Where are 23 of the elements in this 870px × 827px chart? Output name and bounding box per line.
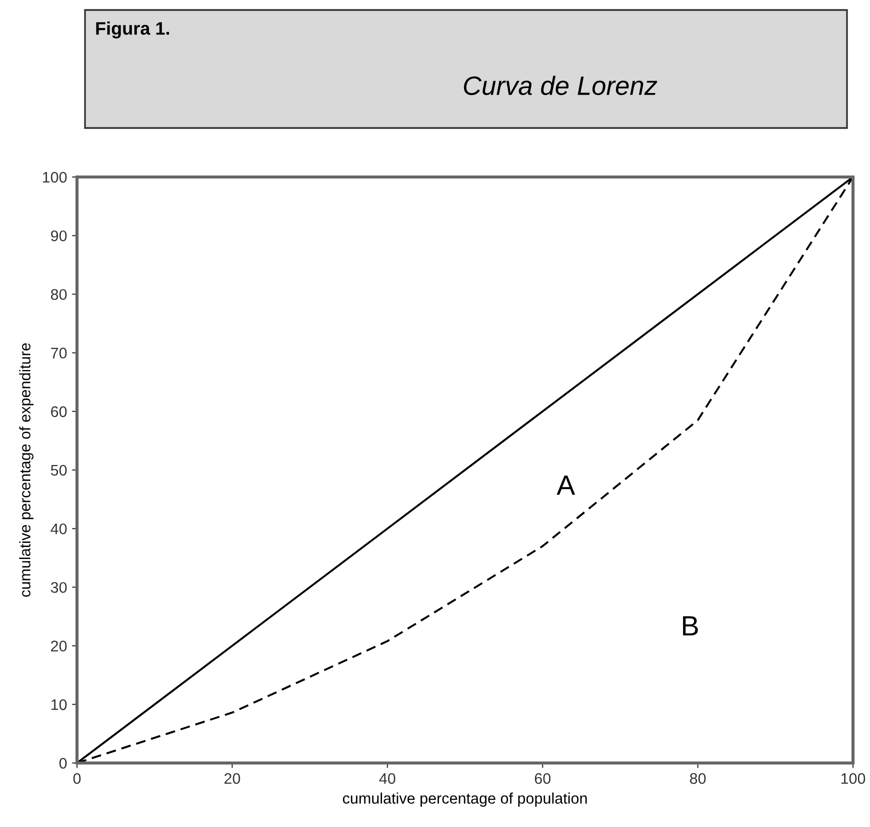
y-axis-title: cumulative percentage of expenditure	[19, 343, 34, 597]
y-tick-label: 10	[51, 699, 67, 710]
chart-subtitle: Curva de Lorenz	[464, 76, 658, 96]
annotation: A	[556, 476, 576, 495]
y-tick-label: 20	[51, 640, 67, 652]
x-tick-label: 40	[379, 773, 396, 784]
y-tick-label: 70	[51, 348, 67, 358]
x-tick-label: 0	[73, 773, 81, 784]
y-tick-label: 80	[50, 289, 67, 300]
y-tick-label: 90	[51, 230, 67, 242]
y-tick-label: 50	[50, 464, 67, 476]
x-tick-label: 20	[224, 773, 240, 784]
x-tick-label: 80	[690, 773, 706, 784]
y-tick-label: 60	[51, 406, 67, 418]
annotation: B	[683, 616, 698, 636]
y-tick-label: 100	[42, 172, 67, 183]
y-tick-label: 0	[59, 758, 67, 769]
x-tick-label: 60	[534, 773, 550, 784]
y-tick-label: 30	[50, 582, 67, 593]
x-tick-label: 100	[841, 773, 866, 784]
x-axis-title: cumulative percentage of population	[342, 792, 587, 807]
chart-title: Figura 1.	[96, 22, 170, 38]
y-tick-label: 40	[50, 523, 67, 534]
